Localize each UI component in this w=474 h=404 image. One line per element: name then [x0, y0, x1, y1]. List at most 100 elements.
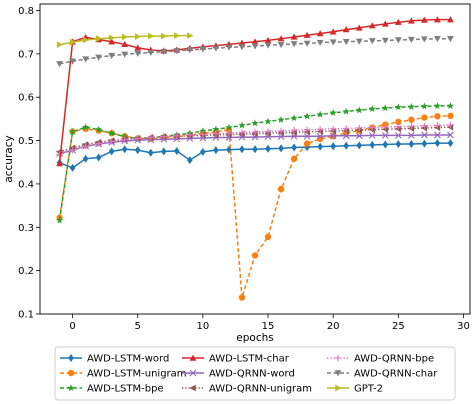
data-point	[329, 39, 337, 46]
data-point	[82, 154, 89, 163]
legend-item-awd-qrnn-char: AWD-QRNN-char	[327, 369, 438, 380]
data-point	[434, 113, 441, 120]
data-point	[329, 109, 337, 116]
data-point	[421, 131, 428, 139]
data-point	[69, 58, 76, 65]
data-point	[303, 40, 311, 47]
data-point	[252, 145, 258, 154]
data-point	[421, 122, 428, 130]
x-tick-label: 10	[197, 321, 210, 332]
data-point	[82, 56, 90, 63]
data-point	[420, 16, 428, 23]
data-point	[69, 163, 76, 172]
data-point	[238, 129, 246, 136]
legend-swatch-marker	[189, 384, 196, 392]
data-point	[186, 131, 194, 139]
data-point	[56, 61, 63, 68]
data-point	[434, 139, 441, 148]
data-point	[174, 146, 180, 155]
y-tick-label: 0.6	[18, 93, 34, 104]
data-point	[290, 126, 298, 134]
series-gpt-2	[56, 32, 194, 49]
legend-swatch-marker	[335, 384, 342, 392]
data-point	[434, 35, 441, 43]
legend-swatch-marker	[334, 370, 342, 377]
data-point	[407, 17, 415, 24]
legend-swatch-marker	[67, 369, 75, 377]
legend-item-gpt-2: GPT-2	[327, 384, 383, 395]
data-point	[433, 102, 442, 109]
data-point	[316, 126, 324, 133]
data-point	[421, 114, 428, 121]
data-point	[225, 44, 233, 51]
data-point	[316, 110, 324, 118]
data-point	[160, 147, 167, 156]
legend-item-awd-qrnn-bpe: AWD-QRNN-bpe	[327, 354, 434, 365]
data-point	[187, 32, 194, 40]
x-tick-label: 0	[69, 321, 75, 332]
data-point	[447, 131, 454, 139]
data-point	[355, 132, 363, 140]
data-point	[394, 18, 402, 25]
y-tick-label: 0.4	[18, 179, 34, 190]
data-point	[368, 22, 376, 29]
data-point	[407, 102, 415, 110]
x-axis: 0 5 10 15 20 25 30	[69, 314, 470, 332]
legend-label: AWD-LSTM-unigram	[87, 369, 187, 380]
legend-swatch-marker	[189, 354, 197, 361]
data-point	[95, 125, 103, 133]
data-point	[447, 121, 454, 129]
legend: AWD-LSTM-word AWD-LSTM-char AWD-QRNN-bpe AW…	[54, 346, 456, 401]
legend-item-awd-lstm-word: AWD-LSTM-word	[60, 354, 169, 365]
data-point	[108, 138, 115, 145]
data-point	[369, 140, 376, 149]
data-point	[355, 38, 363, 45]
data-point	[343, 141, 350, 150]
data-point	[148, 32, 155, 40]
y-tick-label: 0.1	[18, 310, 34, 321]
series-line-awd-lstm-unigram	[58, 115, 451, 299]
data-point	[421, 139, 428, 148]
data-point	[69, 38, 76, 46]
data-point	[303, 126, 311, 133]
x-tick-label: 15	[262, 321, 275, 332]
data-point	[147, 49, 155, 56]
data-point	[381, 131, 389, 139]
data-point	[161, 32, 168, 40]
legend-item-awd-qrnn-word: AWD-QRNN-word	[182, 369, 295, 380]
data-point	[56, 160, 63, 167]
data-point	[200, 147, 206, 156]
legend-item-awd-lstm-bpe: AWD-LSTM-bpe	[60, 384, 164, 395]
data-point	[395, 140, 402, 149]
data-point	[434, 131, 441, 139]
data-point	[95, 140, 102, 147]
data-point	[108, 38, 116, 45]
data-point	[291, 143, 297, 152]
data-point	[382, 123, 389, 131]
legend-label: AWD-QRNN-word	[209, 369, 295, 380]
data-point	[394, 131, 402, 139]
data-point	[447, 16, 454, 23]
data-point	[173, 48, 181, 55]
data-point	[213, 146, 219, 155]
data-point	[446, 102, 455, 109]
data-point	[121, 145, 128, 154]
data-point	[290, 155, 298, 162]
data-point	[264, 37, 272, 44]
series-layer	[55, 16, 455, 301]
data-point	[368, 131, 376, 139]
data-point	[212, 130, 220, 137]
data-point	[408, 116, 415, 123]
data-point	[251, 43, 259, 50]
plot-frame	[39, 3, 471, 315]
data-point	[186, 47, 194, 54]
data-point	[199, 131, 207, 138]
data-point	[277, 42, 285, 49]
data-point	[56, 41, 63, 49]
data-point	[187, 156, 193, 165]
x-tick-label: 20	[327, 321, 340, 332]
data-point	[121, 33, 129, 41]
legend-label: GPT-2	[354, 384, 383, 395]
data-point	[303, 31, 311, 38]
data-point	[265, 144, 271, 153]
